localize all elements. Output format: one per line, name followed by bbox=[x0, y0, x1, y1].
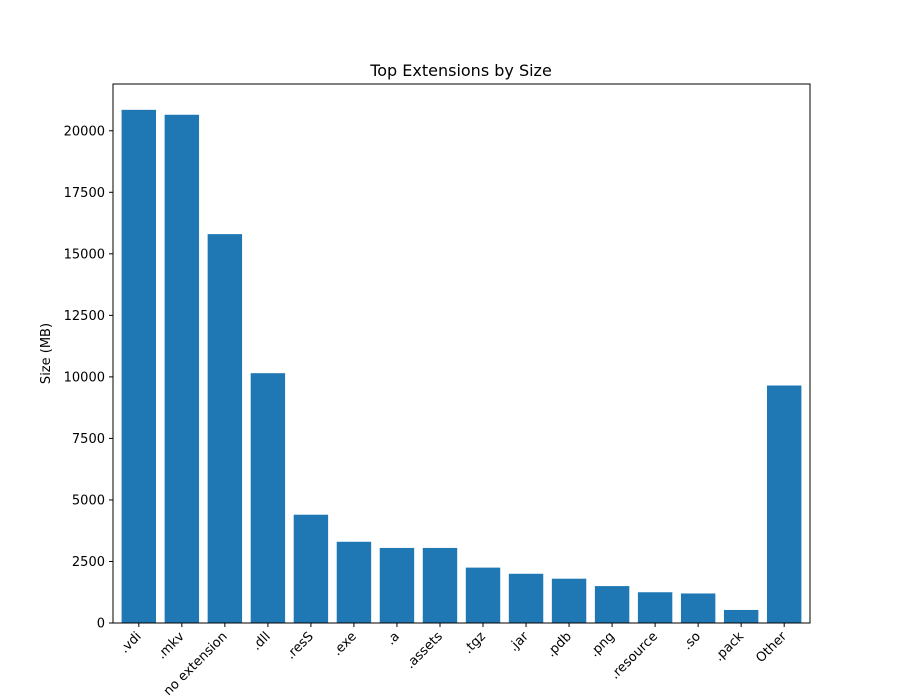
y-tick-label: 17500 bbox=[64, 186, 105, 201]
bar-2 bbox=[207, 234, 243, 623]
bar-13 bbox=[680, 593, 716, 623]
bar-1 bbox=[164, 114, 200, 623]
bar-8 bbox=[465, 567, 501, 623]
y-tick-label: 20000 bbox=[64, 124, 105, 139]
bar-6 bbox=[379, 547, 415, 623]
bar-11 bbox=[594, 586, 630, 623]
bar-9 bbox=[508, 573, 544, 623]
plot-area-frame bbox=[112, 83, 811, 624]
bar-7 bbox=[422, 547, 458, 623]
bar-10 bbox=[551, 578, 587, 623]
bar-4 bbox=[293, 514, 329, 623]
bar-15 bbox=[766, 385, 802, 623]
bar-14 bbox=[723, 609, 759, 623]
y-tick-label: 2500 bbox=[72, 555, 105, 570]
bars bbox=[121, 109, 802, 624]
bar-12 bbox=[637, 592, 673, 623]
y-tick-label: 7500 bbox=[72, 432, 105, 447]
chart-title: Top Extensions by Size bbox=[369, 61, 552, 80]
y-tick-label: 5000 bbox=[72, 493, 105, 508]
y-tick-label: 0 bbox=[97, 617, 105, 632]
y-tick-label: 15000 bbox=[64, 247, 105, 262]
y-tick-label: 12500 bbox=[64, 309, 105, 324]
y-axis: 0 2500 5000 7500 10000 12500 15000 17500 20000 bbox=[64, 124, 113, 632]
y-tick-label: 10000 bbox=[64, 370, 105, 385]
bar-0 bbox=[121, 109, 157, 624]
y-axis-title: Size (MB) bbox=[39, 323, 54, 384]
bar-3 bbox=[250, 373, 286, 623]
bar-5 bbox=[336, 541, 372, 623]
